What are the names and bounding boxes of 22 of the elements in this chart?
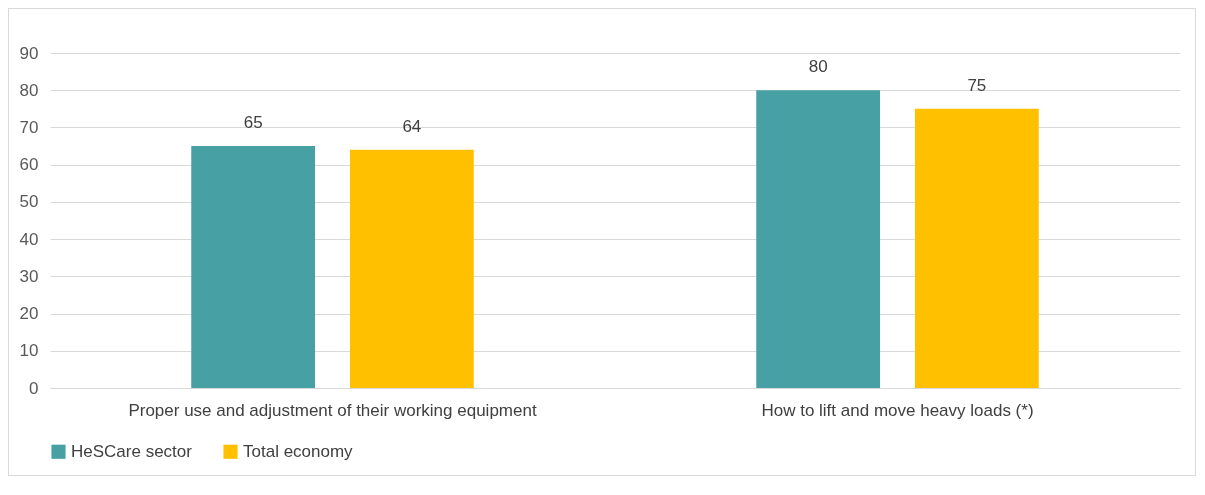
y-tick-label: 50 (19, 192, 39, 212)
data-label: 80 (808, 57, 828, 77)
bar (914, 108, 1039, 388)
y-tick-label: 10 (19, 341, 39, 361)
y-tick-label: 40 (19, 229, 39, 249)
data-label: 65 (243, 113, 263, 133)
legend-label: HeSCare sector (71, 441, 193, 461)
x-tick-label: Proper use and adjustment of their working equipment (128, 400, 537, 420)
legend-label: Total economy (243, 441, 354, 461)
y-tick-label: 90 (19, 43, 39, 63)
y-tick-label: 30 (19, 266, 39, 286)
data-label: 75 (967, 75, 987, 95)
x-tick-label: How to lift and move heavy loads (*) (761, 400, 1034, 420)
bar (349, 149, 474, 388)
y-tick-label: 0 (29, 378, 39, 398)
data-label: 64 (402, 116, 422, 136)
y-tick-label: 60 (19, 155, 39, 175)
bar (191, 146, 316, 388)
bar (756, 90, 881, 388)
y-tick-label: 70 (19, 117, 39, 137)
y-tick-label: 20 (19, 304, 39, 324)
y-tick-label: 80 (19, 80, 39, 100)
